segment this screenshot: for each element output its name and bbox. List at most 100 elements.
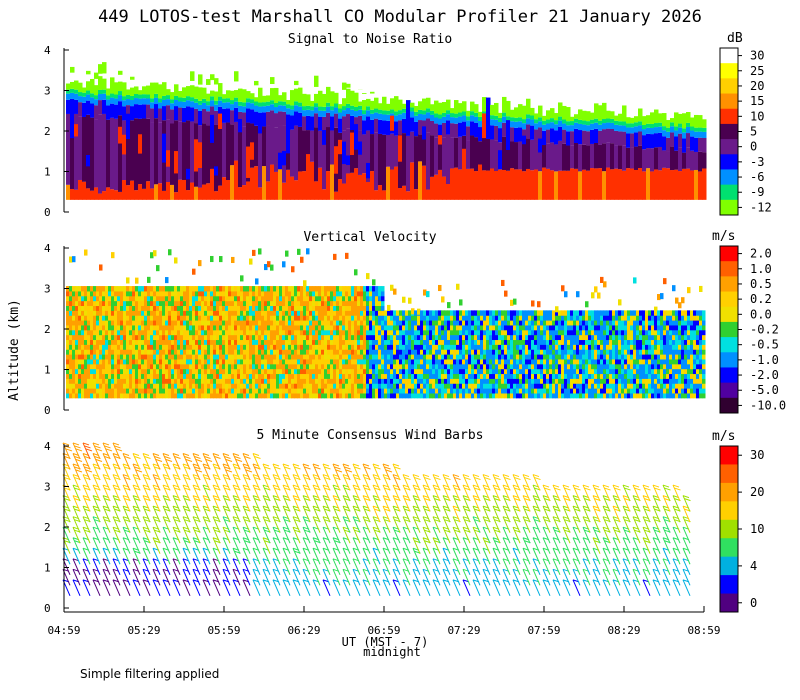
vv-cell xyxy=(441,354,445,360)
snr-cell xyxy=(646,115,651,124)
vv-cell xyxy=(309,363,313,370)
snr-cell xyxy=(290,90,295,106)
snr-cell xyxy=(470,111,475,116)
vv-cell xyxy=(597,315,601,321)
vv-cell xyxy=(537,344,541,350)
vv-cell xyxy=(465,383,469,389)
vv-cell xyxy=(474,334,478,341)
vv-cell xyxy=(231,334,235,341)
vv-cell xyxy=(354,349,358,355)
vv-cell xyxy=(153,373,157,379)
snr-cell xyxy=(154,184,159,200)
vv-cell xyxy=(255,300,259,307)
vv-cell xyxy=(222,300,226,307)
vv-cell xyxy=(441,363,445,370)
vv-cell xyxy=(594,334,598,341)
vv-cell xyxy=(438,349,442,355)
vv-cell xyxy=(177,373,181,379)
snr-cell xyxy=(554,113,559,121)
vv-cell xyxy=(201,324,205,331)
snr-cell xyxy=(526,124,531,139)
vv-cell xyxy=(495,383,499,389)
vv-cell xyxy=(93,295,97,302)
vv-cell xyxy=(378,334,382,341)
snr-cell xyxy=(90,103,95,118)
vv-cell xyxy=(303,354,307,360)
vv-cell xyxy=(189,368,193,375)
vv-cell xyxy=(207,349,211,355)
vv-cell xyxy=(93,334,97,341)
vv-cell xyxy=(615,388,619,394)
vv-cell xyxy=(99,378,103,384)
vv-cell xyxy=(162,349,166,355)
snr-cell xyxy=(346,88,351,104)
vv-cell xyxy=(477,329,481,336)
vv-cell xyxy=(468,310,472,316)
vv-cell xyxy=(192,388,196,394)
vv-cell xyxy=(555,320,559,326)
vv-cell xyxy=(414,358,418,365)
vv-cell xyxy=(339,354,343,360)
vv-cell xyxy=(210,255,214,263)
vv-cell xyxy=(102,354,106,360)
vv-cell xyxy=(462,378,466,384)
snr-cell xyxy=(318,106,323,111)
vv-cell xyxy=(576,320,580,326)
vv-cell xyxy=(564,310,568,316)
vv-cell xyxy=(165,305,169,311)
snr-cell xyxy=(146,118,151,182)
snr-cell xyxy=(610,111,615,119)
vv-cell xyxy=(294,373,298,379)
vv-cell xyxy=(174,368,178,375)
snr-cell xyxy=(510,109,515,118)
vv-cell xyxy=(531,392,535,399)
vv-cell xyxy=(120,354,124,360)
snr-cell xyxy=(206,183,211,200)
vv-cell xyxy=(84,339,88,345)
vv-cell xyxy=(405,329,409,336)
snr-cell xyxy=(594,122,599,129)
vv-cell xyxy=(72,339,76,345)
vv-cell xyxy=(459,315,463,321)
vv-cell xyxy=(540,315,544,321)
vv-cell xyxy=(252,388,256,394)
snr-cell xyxy=(242,112,247,127)
snr-cell xyxy=(162,190,167,200)
snr-cell xyxy=(606,128,611,143)
vv-cell xyxy=(597,388,601,394)
vv-cell xyxy=(540,378,544,384)
vv-cell xyxy=(411,363,415,370)
snr-cell xyxy=(518,117,523,122)
vv-cell xyxy=(243,286,247,292)
vv-cell xyxy=(156,265,160,272)
vv-cell xyxy=(405,320,409,326)
vv-cell xyxy=(90,334,94,341)
vv-cell xyxy=(363,315,367,321)
vv-cell xyxy=(594,329,598,336)
vv-cell xyxy=(360,358,364,365)
vv-cell xyxy=(477,310,481,316)
snr-cell xyxy=(534,113,539,120)
vv-cell xyxy=(129,290,133,297)
snr-cell xyxy=(594,143,599,169)
snr-cell xyxy=(402,108,407,113)
snr-cell xyxy=(70,188,75,200)
vv-cell xyxy=(180,305,184,311)
vv-cell xyxy=(462,320,466,326)
vv-cell xyxy=(504,383,508,389)
snr-cell xyxy=(662,126,667,131)
vv-cell xyxy=(444,368,448,375)
vv-cell xyxy=(336,383,340,389)
snr-cell xyxy=(310,116,315,131)
vv-cell xyxy=(375,320,379,326)
snr-cell xyxy=(498,169,503,200)
snr-cell xyxy=(142,118,147,189)
vv-cell xyxy=(123,349,127,355)
snr-cell xyxy=(338,118,343,133)
vv-cell xyxy=(354,358,358,365)
vv-cell xyxy=(483,334,487,341)
vv-cell xyxy=(339,378,343,384)
vv-cell xyxy=(312,320,316,326)
vv-cell xyxy=(594,383,598,389)
vv-cell xyxy=(93,358,97,365)
